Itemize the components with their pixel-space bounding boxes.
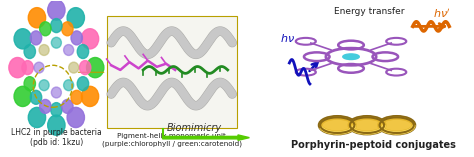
- Ellipse shape: [51, 37, 62, 48]
- Ellipse shape: [48, 115, 65, 135]
- Ellipse shape: [71, 31, 82, 45]
- Circle shape: [343, 54, 359, 60]
- Ellipse shape: [64, 45, 73, 55]
- Ellipse shape: [48, 0, 65, 20]
- Ellipse shape: [40, 99, 51, 113]
- Ellipse shape: [39, 45, 49, 55]
- Ellipse shape: [22, 61, 33, 75]
- Ellipse shape: [77, 45, 89, 59]
- Text: LHC2 in purple bacteria
(pdb id: 1kzu): LHC2 in purple bacteria (pdb id: 1kzu): [11, 128, 102, 147]
- Ellipse shape: [62, 99, 73, 113]
- Ellipse shape: [9, 57, 26, 78]
- Ellipse shape: [67, 107, 84, 128]
- Ellipse shape: [82, 86, 99, 106]
- Ellipse shape: [69, 62, 79, 73]
- Ellipse shape: [34, 62, 44, 73]
- FancyArrow shape: [163, 135, 249, 140]
- Ellipse shape: [14, 29, 31, 49]
- Ellipse shape: [24, 77, 36, 91]
- Ellipse shape: [30, 90, 42, 104]
- Ellipse shape: [62, 22, 73, 36]
- Ellipse shape: [71, 90, 82, 104]
- Ellipse shape: [320, 117, 355, 133]
- Text: Biomimicry: Biomimicry: [167, 123, 222, 133]
- Ellipse shape: [64, 80, 73, 91]
- Ellipse shape: [28, 107, 46, 128]
- Ellipse shape: [39, 80, 49, 91]
- Ellipse shape: [350, 117, 384, 133]
- Ellipse shape: [40, 22, 51, 36]
- Ellipse shape: [24, 45, 36, 59]
- Bar: [107, 16, 237, 128]
- Ellipse shape: [87, 57, 104, 78]
- Ellipse shape: [82, 29, 99, 49]
- Ellipse shape: [67, 8, 84, 28]
- Ellipse shape: [80, 61, 91, 75]
- Ellipse shape: [77, 77, 89, 91]
- Text: Porphyrin-peptoid conjugates: Porphyrin-peptoid conjugates: [292, 140, 456, 150]
- Text: $h\nu'$: $h\nu'$: [434, 7, 451, 20]
- Ellipse shape: [51, 19, 62, 33]
- Ellipse shape: [28, 8, 46, 28]
- Ellipse shape: [51, 87, 62, 98]
- Text: $h\nu$: $h\nu$: [281, 32, 295, 44]
- Ellipse shape: [14, 86, 31, 106]
- Ellipse shape: [51, 103, 62, 117]
- Text: Pigment-helix monomeric unit
(purple:chlorophyll / green:carotenoid): Pigment-helix monomeric unit (purple:chl…: [102, 133, 242, 147]
- Text: Energy transfer: Energy transfer: [334, 7, 404, 16]
- Ellipse shape: [380, 117, 414, 133]
- Ellipse shape: [30, 31, 42, 45]
